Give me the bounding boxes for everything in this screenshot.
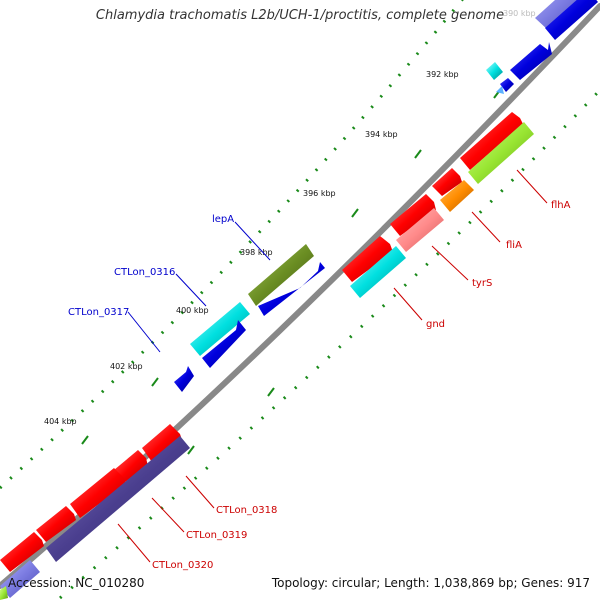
- gene-arrow: [36, 506, 76, 542]
- gene-arrow: [396, 208, 444, 252]
- kbp-label-394: 394 kbp: [365, 130, 398, 139]
- gene-arrow: [486, 62, 503, 80]
- gene-arrow: [510, 42, 552, 80]
- kbp-label-392: 392 kbp: [426, 70, 459, 79]
- kbp-label-396: 396 kbp: [303, 189, 336, 198]
- gene-arrow: [190, 302, 250, 356]
- gene-label-CTLon_0320: CTLon_0320: [152, 560, 213, 571]
- gene-arrow: [500, 78, 514, 92]
- gene-label-flhA: flhA: [551, 200, 571, 211]
- gene-arrow: [468, 122, 534, 184]
- gene-arrow: [545, 0, 598, 40]
- label-connectors: [117, 169, 548, 563]
- gene-arrow: [390, 194, 436, 236]
- gene-arrow: [0, 586, 8, 600]
- kbp-label-398: 398 kbp: [240, 248, 273, 257]
- gene-label-CTLon_0317: CTLon_0317: [68, 307, 129, 318]
- gene-label-tyrS: tyrS: [472, 278, 492, 289]
- gene-arrow: [432, 168, 462, 196]
- reverse-strand-features: [0, 112, 534, 600]
- gene-arrow: [174, 366, 194, 392]
- summary-text: Topology: circular; Length: 1,038,869 bp…: [271, 576, 590, 590]
- kbp-label-390: 390 kbp: [503, 9, 536, 18]
- gene-arrow: [114, 450, 148, 484]
- gene-label-lepA: lepA: [212, 214, 234, 225]
- map-title: Chlamydia trachomatis L2b/UCH-1/proctiti…: [95, 8, 505, 23]
- gene-arrow: [350, 246, 406, 298]
- gene-arrow: [202, 320, 246, 368]
- gene-arrow: [142, 424, 182, 462]
- gene-label-fliA: fliA: [506, 240, 522, 251]
- gene-arrow: [342, 236, 393, 282]
- accession-text: Accession: NC_010280: [8, 576, 145, 590]
- gene-arrow: [460, 112, 523, 170]
- gene-arrow: [440, 180, 474, 212]
- gene-arrow: [46, 436, 190, 562]
- outer-tick-ring: [59, 88, 600, 600]
- kbp-label-404: 404 kbp: [44, 417, 77, 426]
- kbp-label-402: 402 kbp: [110, 362, 143, 371]
- gene-label-gnd: gnd: [426, 319, 445, 330]
- gene-label-CTLon_0316: CTLon_0316: [114, 267, 175, 278]
- gene-arrow: [248, 244, 314, 306]
- gene-arrow: [258, 262, 325, 316]
- forward-strand-features: [174, 0, 598, 392]
- gene-arrow: [496, 86, 504, 94]
- gene-label-CTLon_0318: CTLon_0318: [216, 505, 277, 516]
- gene-arrow: [70, 468, 126, 518]
- gene-label-CTLon_0319: CTLon_0319: [186, 530, 247, 541]
- gene-arrow: [0, 560, 40, 598]
- kbp-label-400: 400 kbp: [176, 306, 209, 315]
- gene-arrow: [0, 532, 44, 572]
